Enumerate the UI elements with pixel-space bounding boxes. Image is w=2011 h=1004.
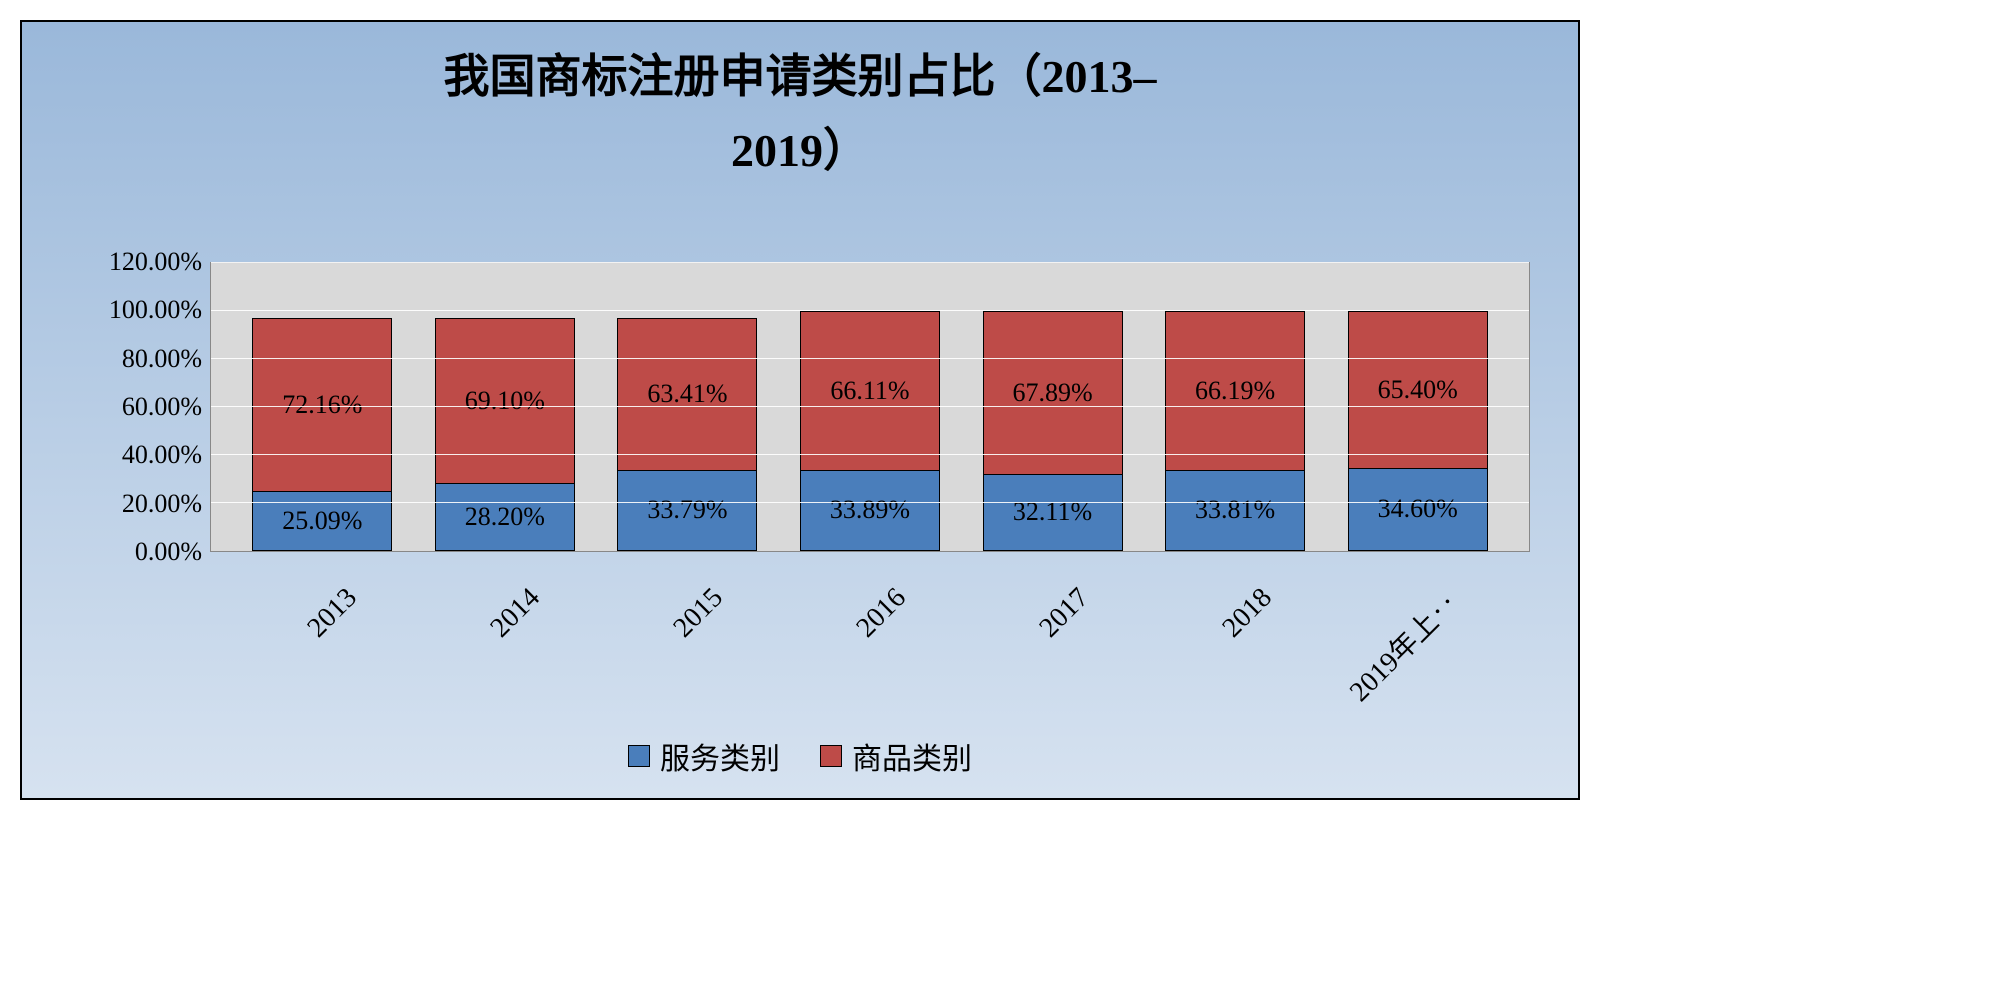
- y-axis: 0.00%20.00%40.00%60.00%80.00%100.00%120.…: [70, 262, 210, 552]
- bar-segment-service: 33.81%: [1165, 470, 1305, 551]
- bar-datalabel-goods: 67.89%: [1012, 378, 1092, 408]
- y-tick-label: 80.00%: [122, 344, 202, 374]
- gridline: [211, 406, 1529, 407]
- bar-segment-goods: 65.40%: [1348, 311, 1488, 468]
- bar-datalabel-goods: 65.40%: [1378, 375, 1458, 405]
- bar-segment-goods: 67.89%: [983, 311, 1123, 474]
- chart-title: 我国商标注册申请类别占比（2013– 2019）: [22, 22, 1578, 187]
- x-label-slot: 2013: [251, 562, 391, 732]
- legend-swatch-goods: [820, 745, 842, 767]
- x-label-slot: 2019年上‥: [1348, 562, 1488, 732]
- legend-label-goods: 商品类别: [852, 734, 972, 778]
- x-tick-label: 2019年上‥: [1339, 582, 1466, 709]
- plot-area: 72.16% 25.09% 69.10% 28.20% 63.41% 33.79% 66.1…: [210, 262, 1530, 552]
- y-tick-label: 40.00%: [122, 440, 202, 470]
- x-label-slot: 2014: [434, 562, 574, 732]
- bar-datalabel-goods: 63.41%: [647, 379, 727, 409]
- bar-datalabel-goods: 72.16%: [282, 390, 362, 420]
- plot-wrap: 0.00%20.00%40.00%60.00%80.00%100.00%120.…: [70, 262, 1530, 552]
- bar-group: 67.89% 32.11%: [983, 263, 1123, 551]
- legend: 服务类别 商品类别: [22, 734, 1578, 778]
- gridline: [211, 358, 1529, 359]
- chart-container: 我国商标注册申请类别占比（2013– 2019） 0.00% 20.00% 40.0…: [20, 20, 1580, 800]
- bar-datalabel-service: 34.60%: [1378, 494, 1458, 524]
- bar-segment-service: 33.89%: [800, 470, 940, 551]
- gridline: [211, 502, 1529, 503]
- bar-datalabel-service: 28.20%: [465, 502, 545, 532]
- x-tick-label: 2014: [485, 582, 547, 644]
- bar-segment-service: 33.79%: [617, 470, 757, 551]
- bar-datalabel-service: 33.79%: [647, 495, 727, 525]
- bar-group: 69.10% 28.20%: [435, 263, 575, 551]
- bar-segment-service: 34.60%: [1348, 468, 1488, 551]
- bar-datalabel-service: 33.81%: [1195, 495, 1275, 525]
- bars-row: 72.16% 25.09% 69.10% 28.20% 63.41% 33.79% 66.1…: [211, 263, 1529, 551]
- x-tick-label: 2015: [668, 582, 730, 644]
- y-tick-label: 20.00%: [122, 489, 202, 519]
- gridline: [211, 262, 1529, 263]
- gridline: [211, 454, 1529, 455]
- x-label-slot: 2015: [617, 562, 757, 732]
- y-tick-label: 100.00%: [109, 295, 202, 325]
- y-tick-label: 0.00%: [135, 537, 202, 567]
- x-tick-label: 2013: [302, 582, 364, 644]
- bar-group: 65.40% 34.60%: [1348, 263, 1488, 551]
- bar-group: 72.16% 25.09%: [252, 263, 392, 551]
- y-tick-label: 60.00%: [122, 392, 202, 422]
- y-tick-label: 120.00%: [109, 247, 202, 277]
- gridline: [211, 310, 1529, 311]
- x-tick-label: 2018: [1216, 582, 1278, 644]
- bar-segment-service: 25.09%: [252, 491, 392, 551]
- bar-datalabel-service: 25.09%: [282, 506, 362, 536]
- bar-segment-goods: 66.11%: [800, 311, 940, 470]
- bar-group: 66.11% 33.89%: [800, 263, 940, 551]
- bar-segment-goods: 63.41%: [617, 318, 757, 470]
- bar-datalabel-goods: 69.10%: [465, 386, 545, 416]
- bar-datalabel-goods: 66.19%: [1195, 376, 1275, 406]
- x-label-slot: 2018: [1166, 562, 1306, 732]
- bar-segment-service: 28.20%: [435, 483, 575, 551]
- chart-title-line2: 2019）: [731, 125, 869, 176]
- legend-swatch-service: [628, 745, 650, 767]
- bar-segment-goods: 72.16%: [252, 318, 392, 491]
- legend-label-service: 服务类别: [660, 734, 780, 778]
- bar-segment-goods: 69.10%: [435, 318, 575, 484]
- x-label-slot: 2017: [983, 562, 1123, 732]
- bar-datalabel-goods: 66.11%: [830, 376, 909, 406]
- bar-datalabel-service: 33.89%: [830, 495, 910, 525]
- legend-item-service: 服务类别: [628, 734, 780, 778]
- chart-title-line1: 我国商标注册申请类别占比（2013–: [444, 51, 1157, 102]
- x-tick-label: 2016: [850, 582, 912, 644]
- bar-group: 66.19% 33.81%: [1165, 263, 1305, 551]
- bar-group: 63.41% 33.79%: [617, 263, 757, 551]
- bar-segment-service: 32.11%: [983, 474, 1123, 551]
- x-axis-labels: 2013 2014 2015 2016 2017 2018 2019年上‥: [210, 562, 1530, 732]
- x-tick-label: 2017: [1033, 582, 1095, 644]
- x-label-slot: 2016: [800, 562, 940, 732]
- legend-item-goods: 商品类别: [820, 734, 972, 778]
- bar-segment-goods: 66.19%: [1165, 311, 1305, 470]
